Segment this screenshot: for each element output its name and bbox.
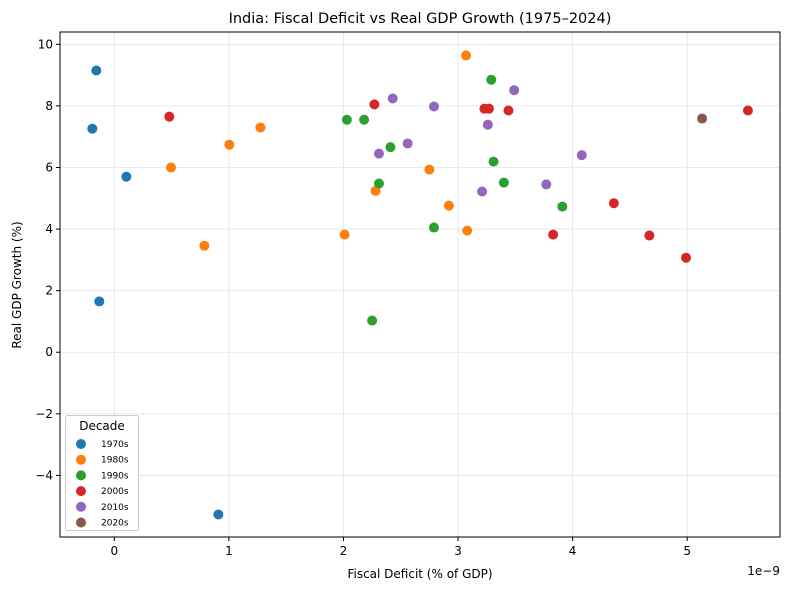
legend-marker-2010s — [76, 501, 86, 512]
legend-marker-1990s — [76, 470, 86, 481]
gridlines — [60, 32, 780, 537]
point-1990s — [341, 114, 352, 125]
x-offset-label: 1e−9 — [747, 564, 780, 578]
point-1990s — [385, 142, 396, 153]
point-2010s — [541, 179, 552, 190]
legend-marker-1980s — [76, 454, 86, 465]
point-1980s — [199, 240, 210, 251]
point-2010s — [509, 85, 520, 96]
x-tick-label: 4 — [569, 544, 577, 558]
y-axis-label: Real GDP Growth (%) — [10, 221, 24, 348]
point-1990s — [367, 315, 378, 326]
point-2000s — [644, 230, 655, 241]
y-tick-label: −4 — [35, 468, 53, 482]
legend: Decade 1970s 1980s 1990s 2000s 2010s 2020s — [65, 415, 139, 531]
y-tick-label: 8 — [45, 99, 53, 113]
y-tick-label: 4 — [45, 222, 53, 236]
point-2010s — [402, 138, 413, 149]
point-2010s — [477, 186, 488, 197]
point-2000s — [369, 99, 380, 110]
point-1980s — [424, 164, 435, 175]
legend-label-2010s: 2010s — [101, 503, 129, 513]
point-1970s — [91, 65, 102, 76]
point-2000s — [164, 111, 175, 122]
point-1970s — [213, 509, 224, 520]
point-1990s — [373, 178, 384, 189]
legend-marker-2020s — [76, 517, 86, 528]
legend-label-1980s: 1980s — [101, 456, 129, 466]
point-1990s — [488, 156, 499, 167]
point-1980s — [224, 139, 235, 150]
point-1980s — [166, 162, 177, 173]
legend-label-1970s: 1970s — [101, 440, 129, 450]
point-2000s — [681, 252, 692, 263]
y-tick-label: 6 — [45, 160, 53, 174]
legend-label-2020s: 2020s — [101, 519, 129, 529]
y-tick-label: 0 — [45, 345, 53, 359]
chart-title: India: Fiscal Deficit vs Real GDP Growth… — [229, 11, 612, 27]
legend-marker-1970s — [76, 439, 86, 449]
point-1990s — [428, 222, 439, 233]
point-2010s — [387, 93, 398, 104]
point-1990s — [359, 114, 370, 125]
y-tick-label: 2 — [45, 284, 53, 298]
y-tick-label: 10 — [38, 37, 53, 51]
x-axis-label: Fiscal Deficit (% of GDP) — [347, 567, 492, 581]
legend-title: Decade — [79, 419, 125, 433]
point-1970s — [87, 123, 98, 134]
point-1980s — [462, 225, 473, 236]
y-tick-label: −2 — [35, 407, 53, 421]
point-1970s — [94, 296, 105, 307]
axis-ticks: 0 1 2 3 4 5 −4 −2 0 2 4 6 8 10 — [35, 37, 691, 558]
point-2010s — [576, 150, 587, 161]
legend-label-2000s: 2000s — [101, 487, 129, 497]
plot-frame — [59, 31, 781, 538]
point-2000s — [742, 105, 753, 116]
point-2000s — [548, 229, 559, 240]
point-2010s — [428, 101, 439, 112]
point-2010s — [373, 148, 384, 159]
point-1990s — [486, 74, 497, 85]
point-1990s — [498, 177, 509, 188]
point-2000s — [503, 105, 514, 116]
x-tick-label: 3 — [454, 544, 462, 558]
point-2020s — [697, 113, 708, 124]
x-tick-label: 2 — [340, 544, 348, 558]
data-points — [87, 50, 753, 520]
point-1970s — [121, 171, 132, 182]
point-2000s — [483, 103, 494, 114]
point-2000s — [608, 198, 619, 209]
x-tick-label: 0 — [110, 544, 118, 558]
x-tick-label: 1 — [225, 544, 233, 558]
point-1980s — [255, 122, 266, 133]
legend-marker-2000s — [76, 486, 86, 497]
x-tick-label: 5 — [683, 544, 691, 558]
point-1980s — [443, 200, 454, 211]
point-1980s — [461, 50, 472, 61]
legend-label-1990s: 1990s — [101, 471, 129, 481]
point-1980s — [339, 229, 350, 240]
point-1990s — [557, 201, 568, 212]
point-2010s — [482, 119, 493, 130]
